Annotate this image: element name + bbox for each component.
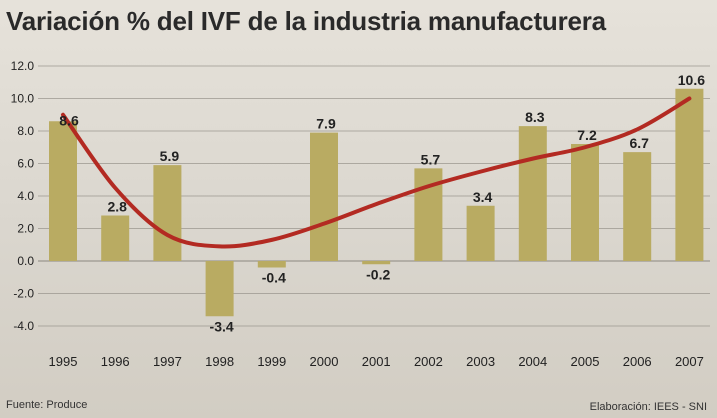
x-tick-label: 1999: [257, 354, 286, 369]
bar: [623, 152, 652, 261]
bar: [518, 126, 547, 261]
y-tick-label: 8.0: [17, 124, 34, 138]
data-label: 7.9: [316, 116, 336, 132]
x-tick-label: 2007: [675, 354, 704, 369]
data-label: 5.7: [421, 151, 441, 167]
x-tick-label: 1998: [205, 354, 234, 369]
x-tick-label: 2005: [571, 354, 600, 369]
x-tick-label: 1996: [101, 354, 130, 369]
data-label: 5.9: [160, 148, 180, 164]
bar: [362, 261, 391, 265]
data-label: -0.2: [366, 266, 390, 282]
data-label: -3.4: [210, 318, 234, 334]
data-label: 10.6: [678, 72, 705, 88]
x-tick-label: 2001: [362, 354, 391, 369]
trend-line: [61, 96, 692, 249]
y-tick-label: 12.0: [11, 59, 35, 73]
x-tick-label: 1995: [49, 354, 78, 369]
bar: [466, 205, 495, 261]
data-label: 7.2: [577, 127, 597, 143]
bar: [205, 261, 234, 317]
x-tick-label: 2000: [310, 354, 339, 369]
y-tick-label: 4.0: [17, 189, 34, 203]
x-tick-label: 2003: [466, 354, 495, 369]
credit-note: Elaboración: IEES - SNI: [589, 401, 707, 413]
chart-title: Variación % del IVF de la industria manu…: [6, 6, 606, 36]
x-tick-label: 1997: [153, 354, 182, 369]
bar: [675, 88, 704, 261]
y-tick-label: 10.0: [11, 92, 35, 106]
data-label: 3.4: [473, 189, 493, 205]
data-label: -0.4: [262, 270, 286, 286]
x-tick-label: 2002: [414, 354, 443, 369]
source-note: Fuente: Produce: [6, 399, 88, 411]
y-tick-label: -2.0: [13, 287, 34, 301]
y-tick-label: 2.0: [17, 222, 34, 236]
y-tick-label: 0.0: [17, 254, 34, 268]
x-tick-label: 2006: [623, 354, 652, 369]
bar: [49, 121, 77, 261]
data-label: 2.8: [107, 199, 127, 215]
y-tick-label: -4.0: [13, 319, 34, 333]
data-label: 8.3: [525, 109, 545, 125]
bar: [101, 215, 130, 261]
bar: [571, 144, 599, 261]
bar: [153, 165, 182, 261]
x-tick-label: 2004: [518, 354, 547, 369]
data-label: 6.7: [629, 135, 649, 151]
data-label: 8.6: [59, 112, 79, 128]
bar: [310, 132, 338, 261]
bar: [257, 261, 286, 268]
y-tick-label: 6.0: [17, 157, 34, 171]
